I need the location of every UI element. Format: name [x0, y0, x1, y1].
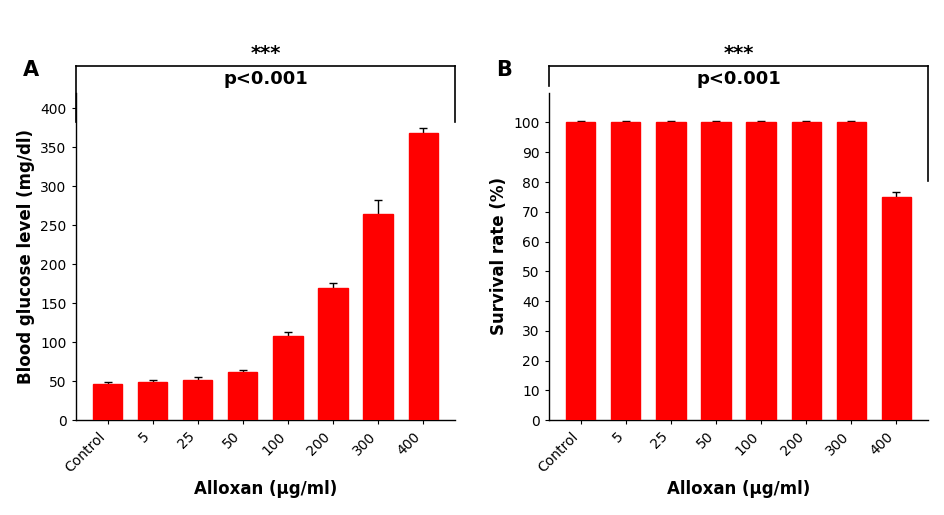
Bar [183, 380, 212, 420]
Bar [93, 384, 122, 420]
X-axis label: Alloxan (μg/ml): Alloxan (μg/ml) [666, 480, 809, 499]
Y-axis label: Blood glucose level (mg/dl): Blood glucose level (mg/dl) [17, 129, 35, 384]
Bar [363, 214, 393, 420]
Bar [565, 123, 595, 420]
Text: p<0.001: p<0.001 [696, 70, 780, 88]
Text: p<0.001: p<0.001 [223, 70, 308, 88]
Bar [746, 123, 775, 420]
Bar [228, 372, 257, 420]
Bar [791, 123, 820, 420]
Bar [611, 123, 640, 420]
Bar [655, 123, 684, 420]
Bar [318, 288, 347, 420]
Bar [835, 123, 865, 420]
Text: A: A [23, 60, 39, 80]
X-axis label: Alloxan (μg/ml): Alloxan (μg/ml) [194, 480, 337, 499]
Y-axis label: Survival rate (%): Survival rate (%) [489, 178, 507, 335]
Bar [138, 382, 167, 420]
Text: ***: *** [722, 44, 753, 63]
Bar [700, 123, 730, 420]
Bar [408, 133, 437, 420]
Text: B: B [496, 60, 511, 80]
Text: ***: *** [250, 44, 280, 63]
Bar [881, 197, 910, 420]
Bar [273, 336, 302, 420]
